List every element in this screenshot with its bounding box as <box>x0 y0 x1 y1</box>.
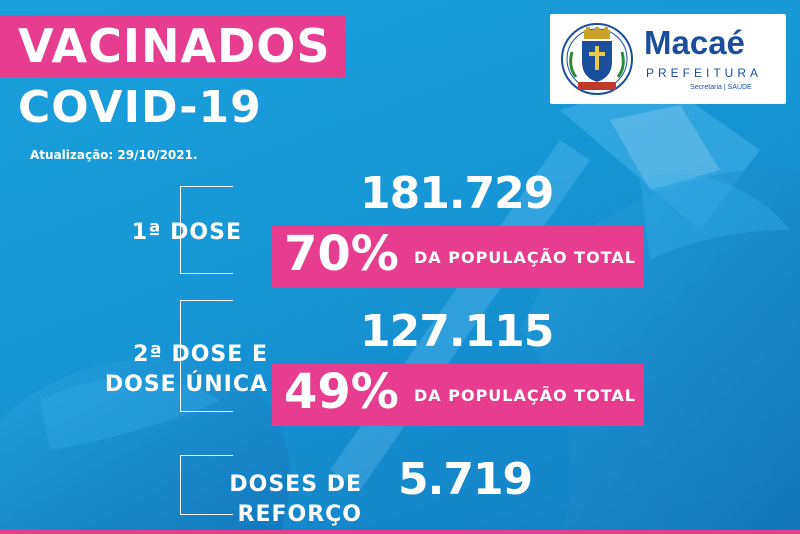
dose1-value: 181.729 <box>360 168 554 219</box>
title-banner: VACINADOS <box>0 15 346 77</box>
dose2-label: 2ª DOSE E DOSE ÚNICA <box>60 340 268 400</box>
dose3-bracket <box>180 455 233 515</box>
dose1-percent: 70% <box>284 226 399 282</box>
bottom-accent-bar <box>0 530 800 534</box>
dose1-bracket <box>180 186 233 274</box>
dose2-label-line2: DOSE ÚNICA <box>104 372 268 397</box>
logo-subtitle: PREFEITURA <box>646 66 763 80</box>
page-title: VACINADOS <box>18 19 331 73</box>
dose2-bracket <box>180 300 233 412</box>
prefeitura-logo: Macaé PREFEITURA Secretaria | SAÚDE <box>550 14 786 104</box>
update-date: Atualização: 29/10/2021. <box>30 148 198 162</box>
logo-name: Macaé <box>644 24 745 61</box>
dose2-percent-box: 49% DA POPULAÇÃO TOTAL <box>272 364 644 426</box>
page-subtitle: COVID-19 <box>18 82 262 133</box>
dose1-percent-box: 70% DA POPULAÇÃO TOTAL <box>272 226 644 288</box>
dose2-value: 127.115 <box>360 306 554 357</box>
dose2-label-line1: 2ª DOSE E <box>133 342 268 367</box>
dose1-label: 1ª DOSE <box>131 220 242 245</box>
dose1-percent-text: DA POPULAÇÃO TOTAL <box>414 248 636 267</box>
dose2-percent: 49% <box>284 364 399 420</box>
dose3-label: DOSES DE REFORÇO <box>229 472 362 527</box>
dose3-value: 5.719 <box>398 454 533 505</box>
dose2-percent-text: DA POPULAÇÃO TOTAL <box>414 386 636 405</box>
coat-of-arms-icon <box>561 23 633 95</box>
logo-department: Secretaria | SAÚDE <box>690 84 752 91</box>
